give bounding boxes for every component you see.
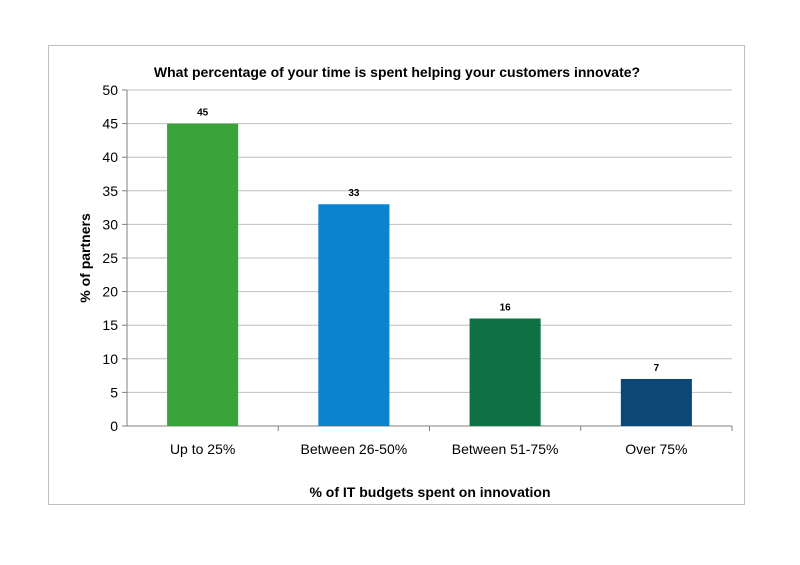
y-tick-label: 20 xyxy=(102,284,118,300)
x-tick-label: Between 51-75% xyxy=(452,441,559,457)
bars xyxy=(167,123,692,426)
bar xyxy=(469,318,541,426)
data-label: 7 xyxy=(654,363,660,374)
y-tick-label: 5 xyxy=(110,384,118,400)
chart-title: What percentage of your time is spent he… xyxy=(154,64,640,80)
x-tick-label: Between 26-50% xyxy=(301,441,408,457)
y-axis-title: % of partners xyxy=(77,213,93,303)
bar xyxy=(620,378,692,426)
y-tick-label: 50 xyxy=(102,82,118,98)
bar xyxy=(167,123,239,426)
labels: 0 5 10 15 20 25 30 35 40 45 50 45 Up to 25% 33 Between… xyxy=(102,82,687,457)
y-tick-label: 0 xyxy=(110,418,118,434)
x-tick-label: Over 75% xyxy=(625,441,687,457)
data-label: 16 xyxy=(500,302,512,313)
y-tick-label: 30 xyxy=(102,216,118,232)
y-tick-label: 10 xyxy=(102,351,118,367)
data-label: 45 xyxy=(197,108,209,119)
x-tick-label: Up to 25% xyxy=(170,441,235,457)
x-axis-title: % of IT budgets spent on innovation xyxy=(309,484,550,500)
y-tick-label: 45 xyxy=(102,116,118,132)
chart-area xyxy=(48,45,745,505)
y-tick-label: 15 xyxy=(102,317,118,333)
y-tick-label: 35 xyxy=(102,183,118,199)
y-tick-label: 40 xyxy=(102,149,118,165)
y-tick-label: 25 xyxy=(102,250,118,266)
bar xyxy=(318,204,390,426)
data-label: 33 xyxy=(348,188,360,199)
